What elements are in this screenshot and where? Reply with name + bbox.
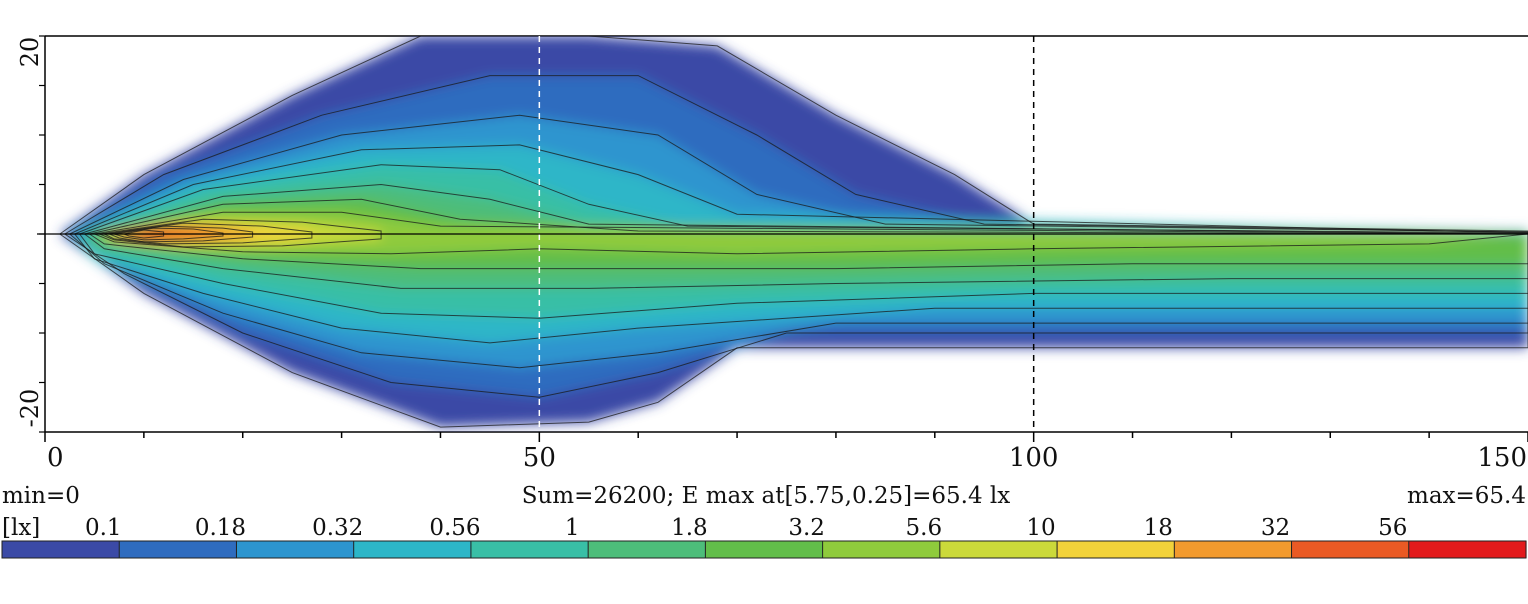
colorbar-level-label: 0.1	[85, 515, 122, 541]
colorbar-labels: 0.1 0.18 0.32 0.56 1 1.8 3.2 5.6 10 18 32 56	[85, 515, 1407, 541]
colorbar-level-label: 0.18	[195, 515, 246, 541]
colorbar: [lx] 0.1 0.18 0.32 0.56 1 1.8 3.2 5.6 10 18 32 56	[2, 515, 1527, 558]
colorbar-swatch	[237, 541, 355, 558]
x-axis-ticks: 0 50 100 150	[45, 432, 1528, 473]
colorbar-swatch	[1292, 541, 1410, 558]
max-label: max=65.4	[1407, 483, 1526, 509]
colorbar-level-label: 10	[1026, 515, 1055, 541]
x-tick-label: 0	[47, 443, 64, 473]
x-tick-label: 150	[1477, 443, 1527, 473]
colorbar-level-label: 56	[1378, 515, 1407, 541]
colorbar-swatches	[2, 541, 1527, 558]
colorbar-swatch	[1174, 541, 1292, 558]
x-tick-label: 100	[1009, 443, 1059, 473]
colorbar-swatch	[1057, 541, 1175, 558]
min-label: min=0	[2, 483, 80, 509]
colorbar-level-label: 5.6	[906, 515, 943, 541]
y-tick-label: -20	[16, 389, 44, 428]
colorbar-level-label: 1.8	[671, 515, 708, 541]
colorbar-swatch	[119, 541, 237, 558]
colorbar-level-label: 32	[1261, 515, 1290, 541]
colorbar-swatch	[705, 541, 823, 558]
colorbar-level-label: 0.56	[429, 515, 480, 541]
colorbar-swatch	[2, 541, 120, 558]
summary-label: Sum=26200; E max at[5.75,0.25]=65.4 lx	[522, 483, 1011, 509]
colorbar-swatch	[1409, 541, 1527, 558]
colorbar-level-label: 18	[1144, 515, 1173, 541]
colorbar-swatch	[940, 541, 1058, 558]
colorbar-swatch	[823, 541, 941, 558]
colorbar-level-label: 0.32	[312, 515, 363, 541]
y-tick-label: 20	[16, 37, 44, 68]
colorbar-unit-label: [lx]	[2, 515, 40, 541]
x-tick-label: 50	[523, 443, 556, 473]
colorbar-swatch	[354, 541, 472, 558]
colorbar-level-label: 1	[565, 515, 580, 541]
plot-area	[37, 36, 1528, 432]
colorbar-level-label: 3.2	[788, 515, 825, 541]
y-axis-ticks: 20 -20	[16, 36, 45, 432]
colorbar-swatch	[471, 541, 589, 558]
colorbar-swatch	[588, 541, 706, 558]
